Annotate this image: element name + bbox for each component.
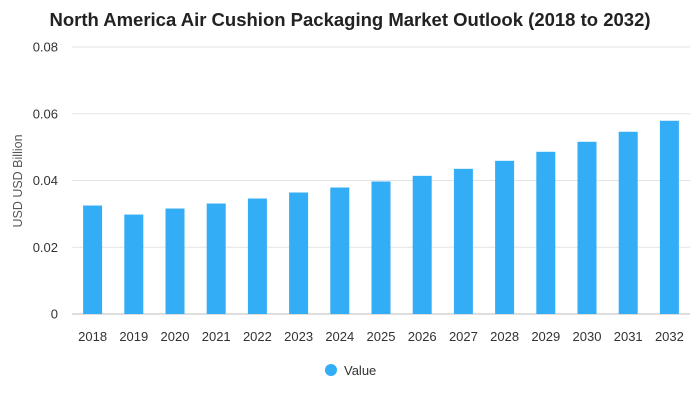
x-tick-label: 2025 xyxy=(367,329,396,344)
x-axis-ticks: 2018 2019 2020 2021 2022 2023 2024 2025 2026 2027… xyxy=(78,329,684,344)
bar-2024[interactable] xyxy=(330,187,350,314)
bar-2027[interactable] xyxy=(453,168,473,314)
x-tick-label: 2020 xyxy=(161,329,190,344)
bars xyxy=(83,120,679,314)
y-tick-label: 0.02 xyxy=(33,240,58,255)
x-tick-label: 2018 xyxy=(78,329,107,344)
bar-2023[interactable] xyxy=(289,192,309,314)
bar-2020[interactable] xyxy=(165,208,185,314)
x-tick-label: 2030 xyxy=(573,329,602,344)
bar-2031[interactable] xyxy=(618,131,638,314)
x-tick-label: 2022 xyxy=(243,329,272,344)
bar-2018[interactable] xyxy=(83,205,103,314)
bar-2025[interactable] xyxy=(371,181,391,314)
bar-2022[interactable] xyxy=(247,198,267,314)
bar-2028[interactable] xyxy=(495,160,515,314)
x-tick-label: 2026 xyxy=(408,329,437,344)
bar-2019[interactable] xyxy=(124,214,144,314)
x-tick-label: 2024 xyxy=(325,329,354,344)
legend: Value xyxy=(325,363,376,378)
bar-2030[interactable] xyxy=(577,141,597,314)
y-axis-label: USD USD Billion xyxy=(11,134,25,227)
x-tick-label: 2032 xyxy=(655,329,684,344)
y-tick-label: 0.06 xyxy=(33,106,58,121)
legend-swatch-value xyxy=(325,364,337,376)
bar-2029[interactable] xyxy=(536,151,556,314)
y-tick-label: 0.08 xyxy=(33,40,58,55)
y-tick-label: 0.04 xyxy=(33,173,58,188)
x-tick-label: 2028 xyxy=(490,329,519,344)
bar-2021[interactable] xyxy=(206,203,226,314)
x-tick-label: 2027 xyxy=(449,329,478,344)
y-axis-ticks: 0 0.02 0.04 0.06 0.08 xyxy=(33,40,58,322)
bar-2026[interactable] xyxy=(412,175,432,314)
x-tick-label: 2021 xyxy=(202,329,231,344)
x-tick-label: 2019 xyxy=(119,329,148,344)
x-tick-label: 2029 xyxy=(531,329,560,344)
x-tick-label: 2031 xyxy=(614,329,643,344)
bar-2032[interactable] xyxy=(659,120,679,314)
y-tick-label: 0 xyxy=(51,307,58,322)
legend-label-value[interactable]: Value xyxy=(344,363,376,378)
chart-title: North America Air Cushion Packaging Mark… xyxy=(49,9,650,30)
x-tick-label: 2023 xyxy=(284,329,313,344)
